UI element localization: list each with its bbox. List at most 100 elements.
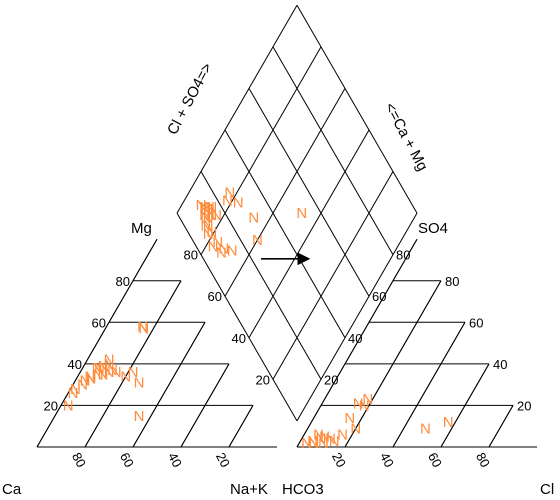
cation-na-k-tick: 40 [165, 450, 185, 470]
grid-lines [36, 5, 537, 448]
cation-point: N [107, 362, 118, 379]
cation-point: N [104, 356, 115, 373]
diamond-point: N [200, 209, 211, 226]
cation-point: N [77, 377, 88, 394]
cl-label: Cl [540, 481, 554, 498]
cation-na-k-tick: 20 [213, 450, 233, 470]
cation-other-line [132, 322, 206, 448]
tick-labels: 20 20 80 20 20 20 40 40 60 40 40 40 60 60 40 60 60 60 80 80… [44, 248, 532, 470]
diamond-right-tick: 40 [348, 331, 362, 346]
cation-point: N [104, 352, 115, 369]
diamond-point: N [203, 209, 214, 226]
cation-point: N [80, 373, 91, 390]
cation-point: N [134, 375, 145, 392]
diamond-u-line [200, 171, 322, 380]
diamond-point: N [196, 197, 207, 214]
diamond-point: N [199, 207, 210, 224]
diamond-v-line [224, 88, 346, 297]
diamond-point: N [206, 207, 217, 224]
diamond-point: N [206, 199, 217, 216]
diamond-point: N [248, 209, 259, 226]
diamond-v-line [248, 129, 370, 339]
diamond-point: N [200, 201, 211, 218]
cation-point: N [93, 366, 104, 383]
diamond-right-tick: 20 [324, 372, 338, 387]
diamond-point: N [233, 195, 244, 212]
axis-labels: Ca Na+K HCO3 Cl Mg SO4 Cl + SO4=> <=Ca +… [2, 60, 554, 498]
diamond-point: N [203, 226, 214, 243]
cation-mg-tick: 20 [44, 398, 58, 413]
anion-point: N [420, 420, 431, 437]
cation-point: N [94, 360, 105, 377]
anion-nk-line [488, 405, 514, 448]
diamond-u-line [272, 46, 394, 255]
diamond-left-tick: 80 [184, 248, 198, 263]
anion-point: N [344, 410, 355, 427]
cation-mg-tick: 60 [92, 315, 106, 330]
diamond-point: N [224, 184, 235, 201]
cation-point: N [84, 368, 95, 385]
diamond-point: N [252, 232, 263, 249]
cation-na-k-tick: 60 [117, 450, 137, 470]
diamond-point: N [203, 201, 214, 218]
diamond-point: N [227, 243, 238, 260]
anion-point: N [318, 435, 329, 452]
cation-point: N [104, 364, 115, 381]
cation-point: N [63, 397, 74, 414]
anion-other-line [296, 238, 418, 448]
anion-point: N [337, 427, 348, 444]
anion-point: N [319, 429, 330, 446]
diamond-point: N [204, 199, 215, 216]
diamond-point: N [211, 207, 222, 224]
cation-point: N [134, 408, 145, 425]
diamond-left-tick: 60 [208, 289, 222, 304]
anion-so4-tick: 20 [517, 398, 531, 413]
cation-nk-line [228, 405, 254, 448]
diamond-point: N [218, 240, 229, 257]
diamond-point: N [212, 234, 223, 251]
mg-label: Mg [131, 220, 152, 237]
cation-na-k-tick: 80 [69, 450, 89, 470]
anion-other-line [344, 280, 442, 448]
anion-point: N [443, 414, 454, 431]
diamond-left-tick: 40 [232, 331, 246, 346]
anion-point: N [325, 431, 336, 448]
anion-so4-tick: 60 [469, 315, 483, 330]
diamond-point: N [216, 245, 227, 262]
diamond-point: N [222, 193, 233, 210]
diamond-right-tick: 60 [372, 289, 386, 304]
anion-point: N [316, 431, 327, 448]
cation-point: N [98, 366, 109, 383]
cation-point: N [120, 368, 131, 385]
diamond-point: N [203, 218, 214, 235]
diamond-u-line [176, 212, 298, 422]
diamond-u-line [296, 5, 418, 214]
cation-point: N [138, 321, 149, 338]
so4-label: SO4 [418, 220, 448, 237]
anion-point: N [307, 433, 318, 450]
diamond-point: N [206, 224, 217, 241]
cation-other-line [36, 238, 158, 448]
anion-so4-tick: 40 [493, 357, 507, 372]
anion-cl-tick: 60 [425, 450, 445, 470]
cation-point: N [70, 381, 81, 398]
cation-point: N [98, 358, 109, 375]
cation-point: N [128, 364, 139, 381]
anion-point: N [329, 433, 340, 450]
anion-cl-tick: 40 [377, 450, 397, 470]
cation-point: N [68, 385, 79, 402]
anion-point: N [313, 427, 324, 444]
diamond-right-tick: 80 [396, 248, 410, 263]
cation-point: N [137, 319, 148, 336]
diamond-left-tick: 20 [256, 372, 270, 387]
anion-other-line [392, 322, 466, 448]
cation-point: N [86, 370, 97, 387]
cation-other-line [84, 280, 182, 448]
diamond-point: N [208, 238, 219, 255]
diamond-v-line [176, 5, 298, 214]
diamond-u-line [224, 129, 346, 339]
anion-point: N [353, 395, 364, 412]
cation-mg-tick: 80 [116, 274, 130, 289]
